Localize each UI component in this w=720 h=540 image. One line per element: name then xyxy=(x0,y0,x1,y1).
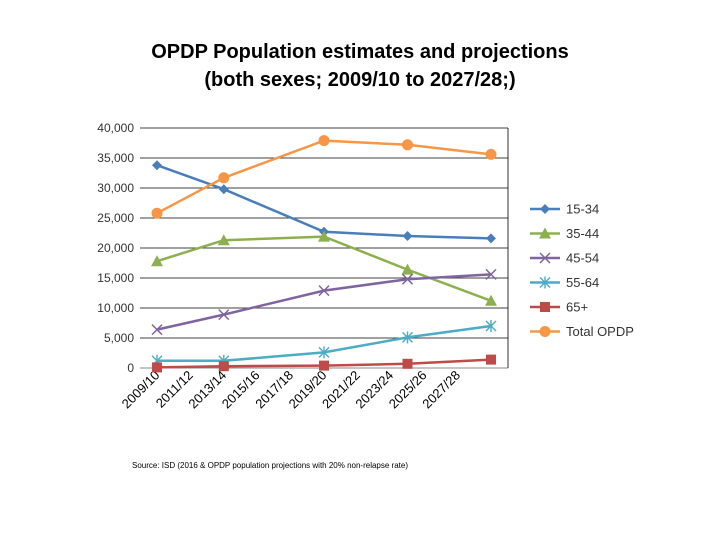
data-point xyxy=(401,273,414,285)
legend-item: 65+ xyxy=(530,300,588,315)
data-point xyxy=(402,231,413,241)
x-tick-label: 2009/10 xyxy=(119,368,163,412)
y-tick-label: 35,000 xyxy=(97,151,134,165)
data-point xyxy=(485,294,497,306)
data-point xyxy=(539,276,551,289)
y-tick-label: 10,000 xyxy=(97,301,134,315)
series-total-opdp xyxy=(151,135,497,219)
legend-label: 65+ xyxy=(566,300,588,315)
series-line xyxy=(156,139,492,215)
data-point xyxy=(151,207,163,219)
data-point xyxy=(402,139,413,151)
y-tick-label: 40,000 xyxy=(97,121,134,135)
x-tick-group: 2027/28 xyxy=(419,368,463,412)
data-point xyxy=(218,361,229,372)
data-point-stroke xyxy=(539,252,551,264)
data-point xyxy=(318,346,330,359)
x-tick-label: 2027/28 xyxy=(419,368,463,412)
legend-label: 55-64 xyxy=(566,275,599,290)
data-point xyxy=(486,354,496,365)
data-point xyxy=(319,360,329,371)
legend-item: 15-34 xyxy=(530,202,599,217)
y-tick-label: 15,000 xyxy=(97,271,134,285)
data-point xyxy=(402,331,413,344)
y-tick-label: 30,000 xyxy=(97,181,134,195)
series-55-64 xyxy=(151,320,497,367)
data-point xyxy=(539,252,551,264)
legend-item: 55-64 xyxy=(530,275,599,290)
data-point xyxy=(151,255,163,267)
legend-label: Total OPDP xyxy=(566,324,634,339)
data-point-stroke xyxy=(218,309,230,321)
chart-title-line-1: OPDP Population estimates and projection… xyxy=(151,41,569,63)
data-point xyxy=(539,227,551,239)
y-tick-label: 0 xyxy=(127,361,134,375)
series-65 xyxy=(152,354,496,373)
y-tick-label: 25,000 xyxy=(97,211,134,225)
data-point xyxy=(485,148,497,160)
series-35-44 xyxy=(151,230,497,306)
y-tick-label: 20,000 xyxy=(97,241,134,255)
data-point xyxy=(318,285,330,297)
data-point xyxy=(401,263,414,275)
source-note: Source: ISD (2016 & OPDP population proj… xyxy=(132,461,409,470)
legend-label: 15-34 xyxy=(566,202,599,217)
data-point xyxy=(318,230,330,242)
data-point-stroke xyxy=(318,285,330,297)
data-point xyxy=(540,302,550,312)
data-point-stroke xyxy=(485,268,497,280)
legend-item: 45-54 xyxy=(530,251,599,266)
data-point xyxy=(540,204,550,214)
data-point-stroke xyxy=(401,273,414,285)
data-point xyxy=(152,362,162,373)
data-point xyxy=(151,324,163,336)
y-tick-label: 5,000 xyxy=(104,331,134,345)
data-point-stroke xyxy=(151,324,163,336)
data-point xyxy=(217,234,230,246)
chart-title-line-2: (both sexes; 2009/10 to 2027/28;) xyxy=(204,69,516,91)
data-point xyxy=(218,309,230,321)
data-point xyxy=(218,184,229,195)
legend-label: 35-44 xyxy=(566,226,599,241)
data-point xyxy=(539,326,551,337)
series-45-54 xyxy=(151,268,497,336)
legend-item: Total OPDP xyxy=(530,324,634,339)
x-tick-group: 2009/10 xyxy=(119,368,163,412)
legend-label: 45-54 xyxy=(566,251,599,266)
data-point xyxy=(486,233,496,244)
data-point xyxy=(218,172,230,184)
chart-title: OPDP Population estimates and projection… xyxy=(0,38,720,94)
legend-item: 35-44 xyxy=(530,226,599,241)
data-point xyxy=(485,268,497,280)
data-point xyxy=(402,358,413,369)
data-point xyxy=(152,160,162,171)
data-point xyxy=(485,320,497,332)
data-point xyxy=(318,135,330,147)
